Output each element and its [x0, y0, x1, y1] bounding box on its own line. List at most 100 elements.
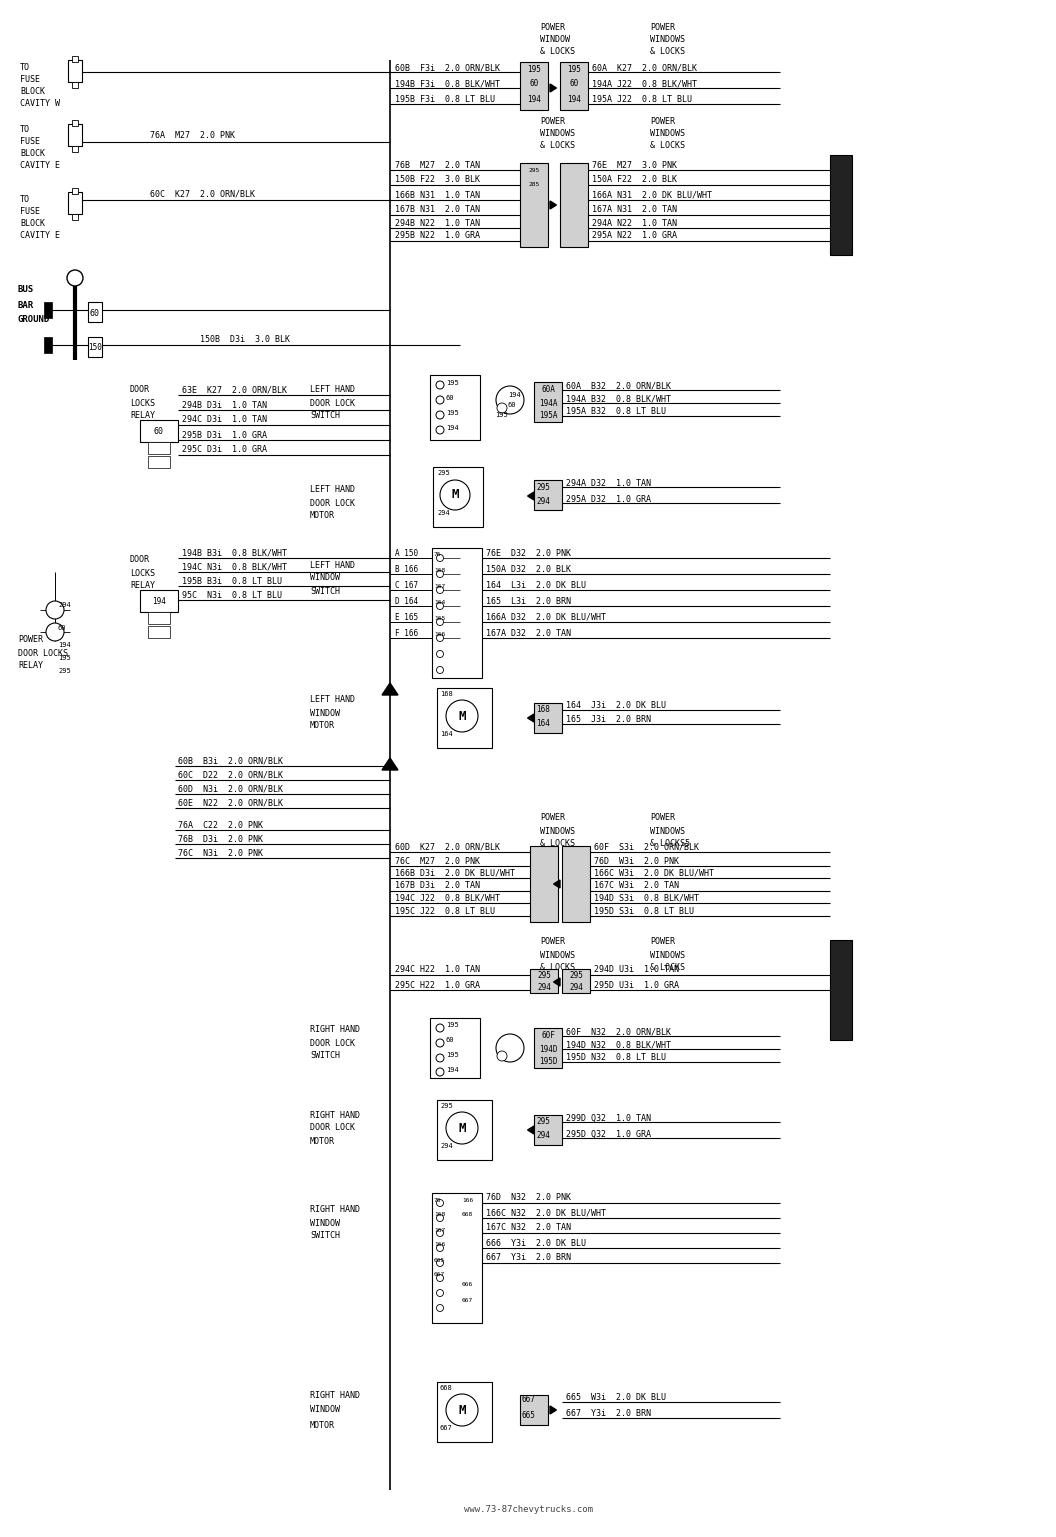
Bar — [534, 702, 562, 733]
Text: & LOCKS: & LOCKS — [540, 141, 576, 151]
Text: 164: 164 — [434, 601, 446, 606]
Text: 60: 60 — [154, 427, 164, 437]
Text: FUSE: FUSE — [20, 137, 40, 146]
Text: 295D U3i  1.0 GRA: 295D U3i 1.0 GRA — [593, 981, 679, 990]
Text: 295: 295 — [437, 470, 450, 476]
Text: 168: 168 — [434, 1213, 446, 1217]
Text: 295C H22  1.0 GRA: 295C H22 1.0 GRA — [395, 981, 480, 990]
Circle shape — [436, 1290, 444, 1297]
Text: 295: 295 — [569, 971, 583, 981]
Text: SWITCH: SWITCH — [310, 412, 340, 421]
Text: WINDOW: WINDOW — [310, 1405, 340, 1414]
Circle shape — [496, 386, 524, 413]
Text: 60: 60 — [529, 80, 539, 89]
Text: 195A B32  0.8 LT BLU: 195A B32 0.8 LT BLU — [566, 407, 666, 417]
Text: 194D N32  0.8 BLK/WHT: 194D N32 0.8 BLK/WHT — [566, 1041, 671, 1050]
Circle shape — [67, 271, 83, 286]
Text: 667: 667 — [463, 1297, 473, 1302]
Text: M: M — [458, 710, 466, 722]
Text: E 165: E 165 — [395, 613, 418, 621]
Text: TO: TO — [20, 63, 30, 72]
Bar — [562, 845, 590, 922]
Circle shape — [436, 1054, 444, 1062]
Text: DOOR LOCK: DOOR LOCK — [310, 398, 355, 407]
Text: 665: 665 — [434, 1257, 446, 1262]
Bar — [437, 1100, 492, 1160]
Text: & LOCKS5: & LOCKS5 — [650, 839, 690, 848]
Circle shape — [440, 480, 470, 510]
Text: 63E  K27  2.0 ORN/BLK: 63E K27 2.0 ORN/BLK — [182, 386, 287, 395]
Text: 150B F22  3.0 BLK: 150B F22 3.0 BLK — [395, 175, 480, 184]
Text: 295: 295 — [440, 1104, 453, 1110]
Text: GROUND: GROUND — [18, 315, 51, 324]
Text: 666  Y3i  2.0 DK BLU: 666 Y3i 2.0 DK BLU — [486, 1239, 586, 1248]
Text: 195: 195 — [446, 380, 458, 386]
Text: WINDOW: WINDOW — [540, 35, 570, 45]
Text: 194: 194 — [567, 95, 581, 105]
Bar — [72, 55, 78, 61]
Circle shape — [436, 1305, 444, 1311]
Bar — [534, 1028, 562, 1068]
Text: 166C N32  2.0 DK BLU/WHT: 166C N32 2.0 DK BLU/WHT — [486, 1208, 606, 1217]
Text: DOOR: DOOR — [130, 555, 150, 564]
Bar — [562, 968, 590, 993]
Text: 165  L3i  2.0 BRN: 165 L3i 2.0 BRN — [486, 596, 571, 606]
Bar — [148, 456, 170, 467]
Bar — [534, 1114, 562, 1145]
Text: RIGHT HAND: RIGHT HAND — [310, 1205, 360, 1214]
Circle shape — [436, 635, 444, 641]
Text: RELAY: RELAY — [130, 412, 155, 421]
Text: 294C H22  1.0 TAN: 294C H22 1.0 TAN — [395, 965, 480, 974]
Text: SWITCH: SWITCH — [310, 587, 340, 595]
Text: 194: 194 — [58, 642, 71, 649]
Bar — [560, 61, 588, 111]
Text: 60E  N22  2.0 ORN/BLK: 60E N22 2.0 ORN/BLK — [178, 799, 283, 807]
Text: FUSE: FUSE — [20, 75, 40, 85]
Text: 76B  M27  2.0 TAN: 76B M27 2.0 TAN — [395, 160, 480, 169]
Text: 168: 168 — [536, 705, 550, 715]
Circle shape — [436, 1259, 444, 1266]
Text: MOTOR: MOTOR — [310, 512, 335, 521]
Text: 60: 60 — [90, 309, 100, 318]
Circle shape — [436, 555, 444, 561]
Text: WINDOWS: WINDOWS — [650, 950, 685, 959]
Text: 294: 294 — [58, 603, 71, 609]
Text: 166: 166 — [434, 633, 446, 638]
Bar — [44, 301, 52, 318]
Bar — [534, 383, 562, 423]
Text: BLOCK: BLOCK — [20, 88, 45, 97]
Text: POWER: POWER — [18, 635, 43, 644]
Text: POWER: POWER — [540, 23, 565, 32]
Circle shape — [436, 1068, 444, 1076]
Bar — [432, 1193, 482, 1323]
Text: 295: 295 — [536, 483, 550, 492]
Text: 166C W3i  2.0 DK BLU/WHT: 166C W3i 2.0 DK BLU/WHT — [593, 868, 714, 878]
Text: DOOR LOCKS: DOOR LOCKS — [18, 649, 68, 658]
Text: SWITCH: SWITCH — [310, 1231, 340, 1240]
Text: BUS: BUS — [18, 286, 34, 295]
Text: 76: 76 — [434, 552, 441, 558]
Text: POWER: POWER — [540, 117, 565, 126]
Text: 195: 195 — [446, 410, 458, 417]
Circle shape — [436, 1274, 444, 1282]
Text: WINDOWS: WINDOWS — [540, 129, 576, 138]
Text: 294: 294 — [440, 1144, 453, 1150]
Text: 195: 195 — [567, 66, 581, 74]
Bar — [520, 163, 548, 247]
Text: 194C J22  0.8 BLK/WHT: 194C J22 0.8 BLK/WHT — [395, 893, 499, 902]
Text: 60: 60 — [58, 626, 67, 632]
Text: 195: 195 — [58, 655, 71, 661]
Circle shape — [436, 1024, 444, 1031]
Text: WINDOW: WINDOW — [310, 573, 340, 583]
Text: 194B F3i  0.8 BLK/WHT: 194B F3i 0.8 BLK/WHT — [395, 80, 499, 89]
Text: 194: 194 — [446, 1067, 458, 1073]
Circle shape — [436, 1230, 444, 1236]
Bar — [88, 301, 102, 321]
Text: 150: 150 — [88, 343, 102, 352]
Text: 60D  K27  2.0 ORN/BLK: 60D K27 2.0 ORN/BLK — [395, 842, 499, 851]
Text: 665  W3i  2.0 DK BLU: 665 W3i 2.0 DK BLU — [566, 1394, 666, 1402]
Text: 195: 195 — [446, 1022, 458, 1028]
Polygon shape — [553, 881, 560, 888]
Bar — [88, 337, 102, 357]
Text: 60B  F3i  2.0 ORN/BLK: 60B F3i 2.0 ORN/BLK — [395, 63, 499, 72]
